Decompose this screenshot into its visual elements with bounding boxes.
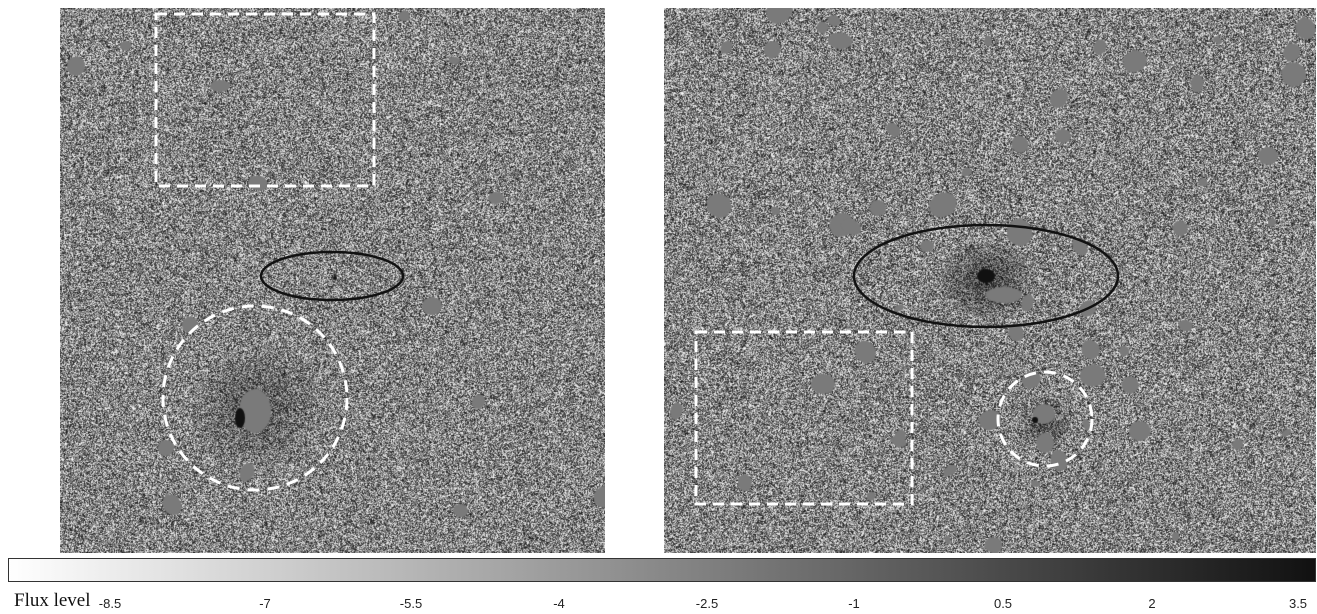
- colorbar-tick-label: -4: [553, 596, 565, 611]
- left-noise-image: [60, 8, 605, 553]
- colorbar-tick-label: -5.5: [399, 596, 423, 611]
- right-noise-image: [664, 8, 1316, 553]
- colorbar-tick-label: -7: [259, 596, 271, 611]
- left-dashed-circle: [161, 304, 349, 492]
- colorbar-tick-label: 3.5: [1288, 596, 1308, 611]
- left-image-panel: [60, 8, 605, 553]
- right-solid-ellipse: [852, 223, 1120, 329]
- colorbar-tick-label: -1: [848, 596, 860, 611]
- left-dashed-rectangle: [154, 12, 376, 188]
- left-solid-ellipse: [259, 250, 405, 302]
- colorbar-tick-label: -2.5: [695, 596, 719, 611]
- colorbar-tick-label: 0.5: [993, 596, 1013, 611]
- left-annotations: [154, 12, 405, 492]
- colorbar-title: Flux level: [14, 590, 91, 611]
- colorbar-tick-label: 2: [1148, 596, 1156, 611]
- right-dashed-circle: [996, 370, 1094, 468]
- right-annotations: [694, 223, 1120, 506]
- flux-colorbar: [8, 558, 1316, 582]
- right-image-panel: [664, 8, 1316, 553]
- colorbar-tick-label: -8.5: [98, 596, 122, 611]
- right-dashed-rectangle: [694, 330, 914, 506]
